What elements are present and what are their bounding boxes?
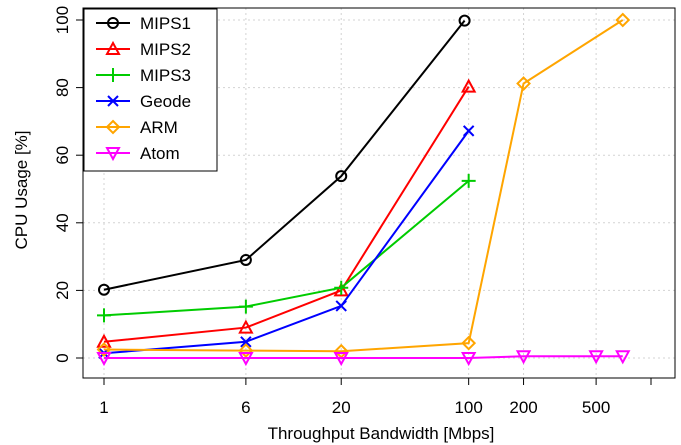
data-point-mips3 (461, 173, 476, 188)
data-point-mips2 (96, 333, 112, 348)
x-tick-label: 500 (582, 398, 610, 417)
legend-marker-mips1 (107, 17, 119, 29)
legend-marker-atom (105, 147, 121, 162)
legend-item-arm: ARM (96, 118, 178, 137)
data-point-arm (461, 335, 477, 351)
legend-label: MIPS2 (140, 40, 191, 59)
data-point-geode (462, 125, 475, 137)
x-tick-label: 200 (509, 398, 537, 417)
y-tick-label: 40 (53, 213, 72, 232)
data-point-geode (240, 336, 252, 348)
y-tick-label: 80 (53, 78, 72, 97)
series (96, 12, 631, 367)
legend-label: MIPS1 (140, 14, 191, 33)
series-line-mips3 (103, 180, 470, 317)
series-mips3 (97, 173, 476, 323)
data-point-mips2 (238, 319, 254, 334)
data-point-mips3 (334, 280, 349, 295)
series-mips2 (96, 78, 477, 348)
legend-label: Geode (140, 92, 191, 111)
x-tick-label: 100 (454, 398, 482, 417)
legend-marker-mips2 (105, 40, 121, 55)
legend-marker-mips3 (106, 68, 120, 82)
y-tick-label: 100 (53, 6, 72, 34)
legend-item-mips2: MIPS2 (96, 40, 191, 59)
data-point-arm (238, 343, 254, 358)
x-tick-label: 20 (332, 398, 351, 417)
legend-label: MIPS3 (140, 66, 191, 85)
data-point-arm (96, 342, 112, 357)
legend-item-atom: Atom (96, 144, 180, 163)
legend-box (83, 8, 218, 172)
data-point-mips3 (97, 308, 111, 323)
legend-item-mips1: MIPS1 (96, 14, 191, 33)
axes: 1 6 20 100 200 500 0 20 40 60 80 100 (53, 6, 652, 417)
series-line-mips2 (103, 86, 470, 343)
x-axis-label: Throughput Bandwidth [Mbps] (268, 424, 495, 443)
data-point-arm (615, 12, 631, 28)
data-point-mips2 (460, 78, 477, 93)
data-point-atom (333, 352, 349, 367)
series-line-mips1 (103, 20, 466, 291)
y-tick-label: 0 (53, 353, 72, 362)
y-tick-label: 60 (53, 146, 72, 165)
data-point-arm (516, 76, 531, 91)
data-point-atom (238, 352, 254, 367)
x-tick-label: 6 (241, 398, 250, 417)
series-line-atom (104, 355, 623, 359)
data-point-atom (460, 352, 477, 367)
data-point-mips1 (335, 170, 348, 183)
data-point-atom (96, 352, 112, 367)
legend: MIPS1 MIPS2 MIPS3 Geode ARM Atom (83, 8, 218, 172)
legend-item-mips3: MIPS3 (96, 66, 191, 85)
series-atom (96, 350, 631, 367)
data-point-mips1 (458, 14, 471, 27)
data-point-geode (335, 300, 347, 312)
series-line-arm (103, 19, 624, 353)
data-point-mips1 (98, 283, 110, 296)
y-axis-label: CPU Usage [%] (12, 130, 31, 249)
data-point-atom (515, 350, 532, 365)
legend-label: Atom (140, 144, 180, 163)
data-point-mips2 (333, 282, 349, 297)
data-point-atom (588, 350, 604, 365)
series-mips1 (98, 14, 471, 296)
legend-label: ARM (140, 118, 178, 137)
y-tick-label: 20 (53, 281, 72, 300)
series-line-geode (103, 130, 470, 355)
legend-item-geode: Geode (96, 92, 191, 111)
data-point-mips1 (239, 253, 252, 266)
data-point-mips3 (238, 299, 253, 314)
x-tick-label: 1 (99, 398, 108, 417)
data-point-atom (615, 350, 631, 365)
legend-marker-geode (107, 95, 119, 107)
legend-marker-arm (105, 119, 121, 135)
